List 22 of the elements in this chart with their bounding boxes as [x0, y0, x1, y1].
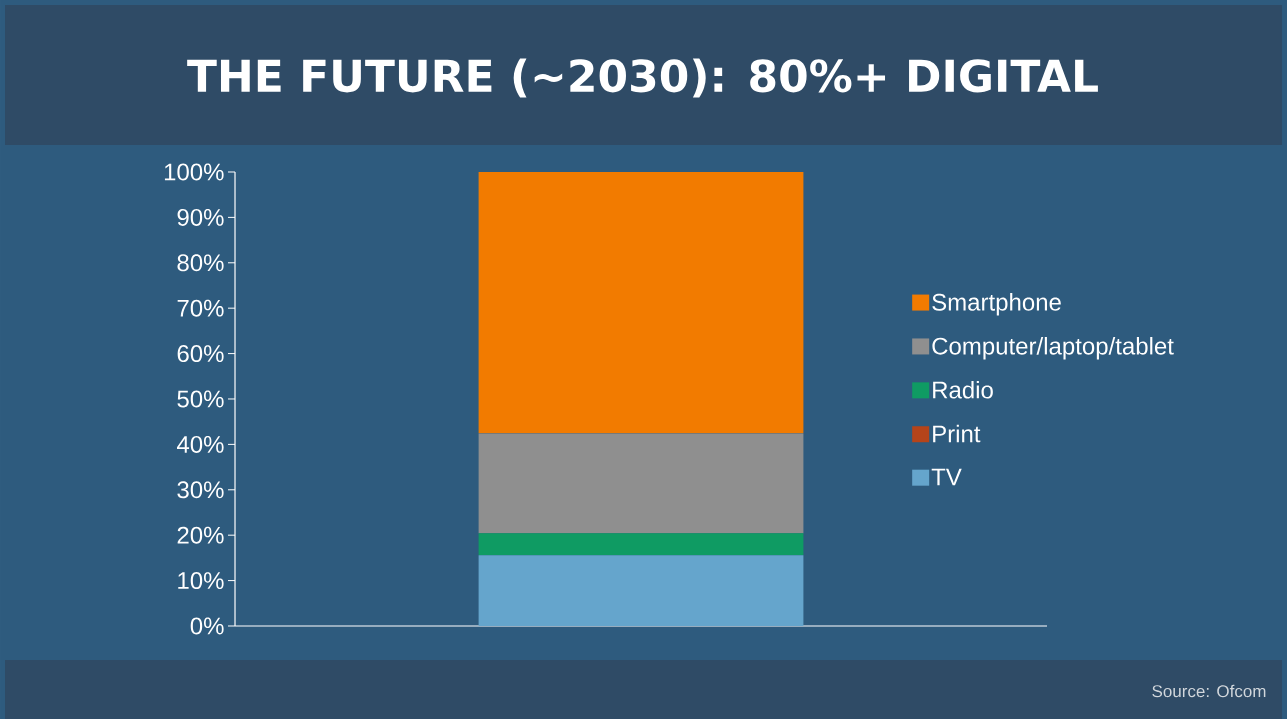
y-tick-label: 60% — [177, 345, 224, 363]
y-tick-label: 20% — [177, 526, 224, 544]
y-tick-label: 0% — [190, 617, 224, 635]
source-note: Source: Ofcom — [1152, 684, 1266, 698]
y-tick-label: 100% — [164, 163, 224, 181]
bar — [478, 171, 804, 434]
legend-label: TV — [931, 468, 962, 486]
y-tick-label: 10% — [178, 572, 224, 590]
legend-label: Computer/laptop/tablet — [932, 337, 1174, 360]
bar — [478, 555, 804, 626]
y-tick-label: 40% — [176, 435, 224, 453]
legend-label: Print — [933, 424, 981, 443]
y-tick-label: 50% — [177, 390, 224, 408]
bar — [478, 433, 804, 534]
bar — [478, 533, 804, 556]
legend-label: Radio — [933, 380, 993, 399]
y-tick-label: 70% — [177, 299, 224, 317]
y-tick-label: 80% — [177, 254, 224, 272]
y-tick-label: 30% — [177, 481, 224, 499]
y-tick-label: 90% — [177, 208, 224, 226]
legend-label: Smartphone — [932, 293, 1061, 316]
chart-title: THE FUTURE (~2030): 80%+ DIGITAL — [187, 58, 1098, 98]
